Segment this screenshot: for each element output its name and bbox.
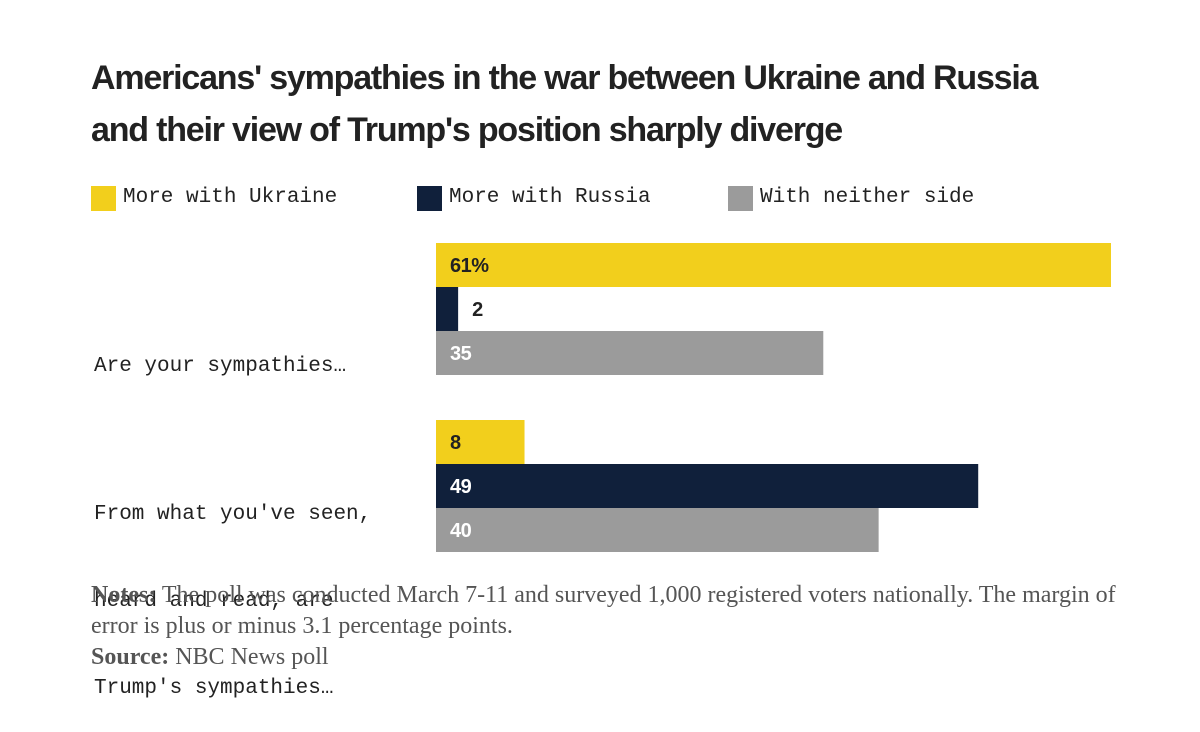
bar-russia-2 — [436, 464, 979, 508]
legend-swatch-russia — [417, 186, 442, 211]
bar-ukraine-2 — [436, 420, 525, 464]
bar-value-label-russia-1: 2 — [472, 299, 483, 321]
chart-title-line-2: and their view of Trump's position sharp… — [91, 111, 843, 149]
category-label-line: Trump's sympathies… — [94, 677, 334, 700]
bar-value-label-neither-2: 40 — [450, 520, 472, 542]
notes-paragraph: Notes: The poll was conducted March 7-11… — [91, 580, 1131, 642]
notes-text: The poll was conducted March 7-11 and su… — [91, 582, 1116, 639]
category-label-line: heard and read, are — [94, 590, 334, 613]
bar-value-label-ukraine-2: 8 — [450, 432, 461, 454]
bar-value-label-ukraine-1: 61% — [450, 255, 489, 277]
source-paragraph: Source: NBC News poll — [91, 642, 1131, 673]
notes-block: Notes: The poll was conducted March 7-11… — [91, 580, 1131, 673]
category-label-line: From what you've seen, — [94, 503, 372, 526]
legend-label-ukraine: More with Ukraine — [123, 186, 338, 209]
category-label-line: Are your sympathies… — [94, 355, 347, 378]
bar-ukraine-1 — [436, 243, 1111, 287]
chart-title: Americans' sympathies in the war between… — [91, 52, 1131, 156]
category-label-trump-sympathies: From what you've seen, heard and read, a… — [94, 442, 371, 732]
notes-label: Notes: — [91, 582, 157, 608]
bar-value-label-neither-1: 35 — [450, 343, 472, 365]
category-label-own-sympathies: Are your sympathies… — [94, 294, 346, 410]
legend-swatch-ukraine — [91, 186, 116, 211]
legend-label-neither: With neither side — [760, 186, 975, 209]
legend-label-russia: More with Russia — [449, 186, 651, 209]
source-text: NBC News poll — [169, 644, 329, 670]
legend-swatch-neither — [728, 186, 753, 211]
bar-neither-2 — [436, 508, 879, 552]
bar-value-label-russia-2: 49 — [450, 476, 472, 498]
chart-title-line-1: Americans' sympathies in the war between… — [91, 59, 1039, 97]
source-label: Source: — [91, 644, 170, 670]
bar-neither-1 — [436, 331, 824, 375]
bar-chart: 61% 235 8 49 40 — [436, 243, 1111, 552]
bar-russia-1 — [436, 287, 459, 331]
